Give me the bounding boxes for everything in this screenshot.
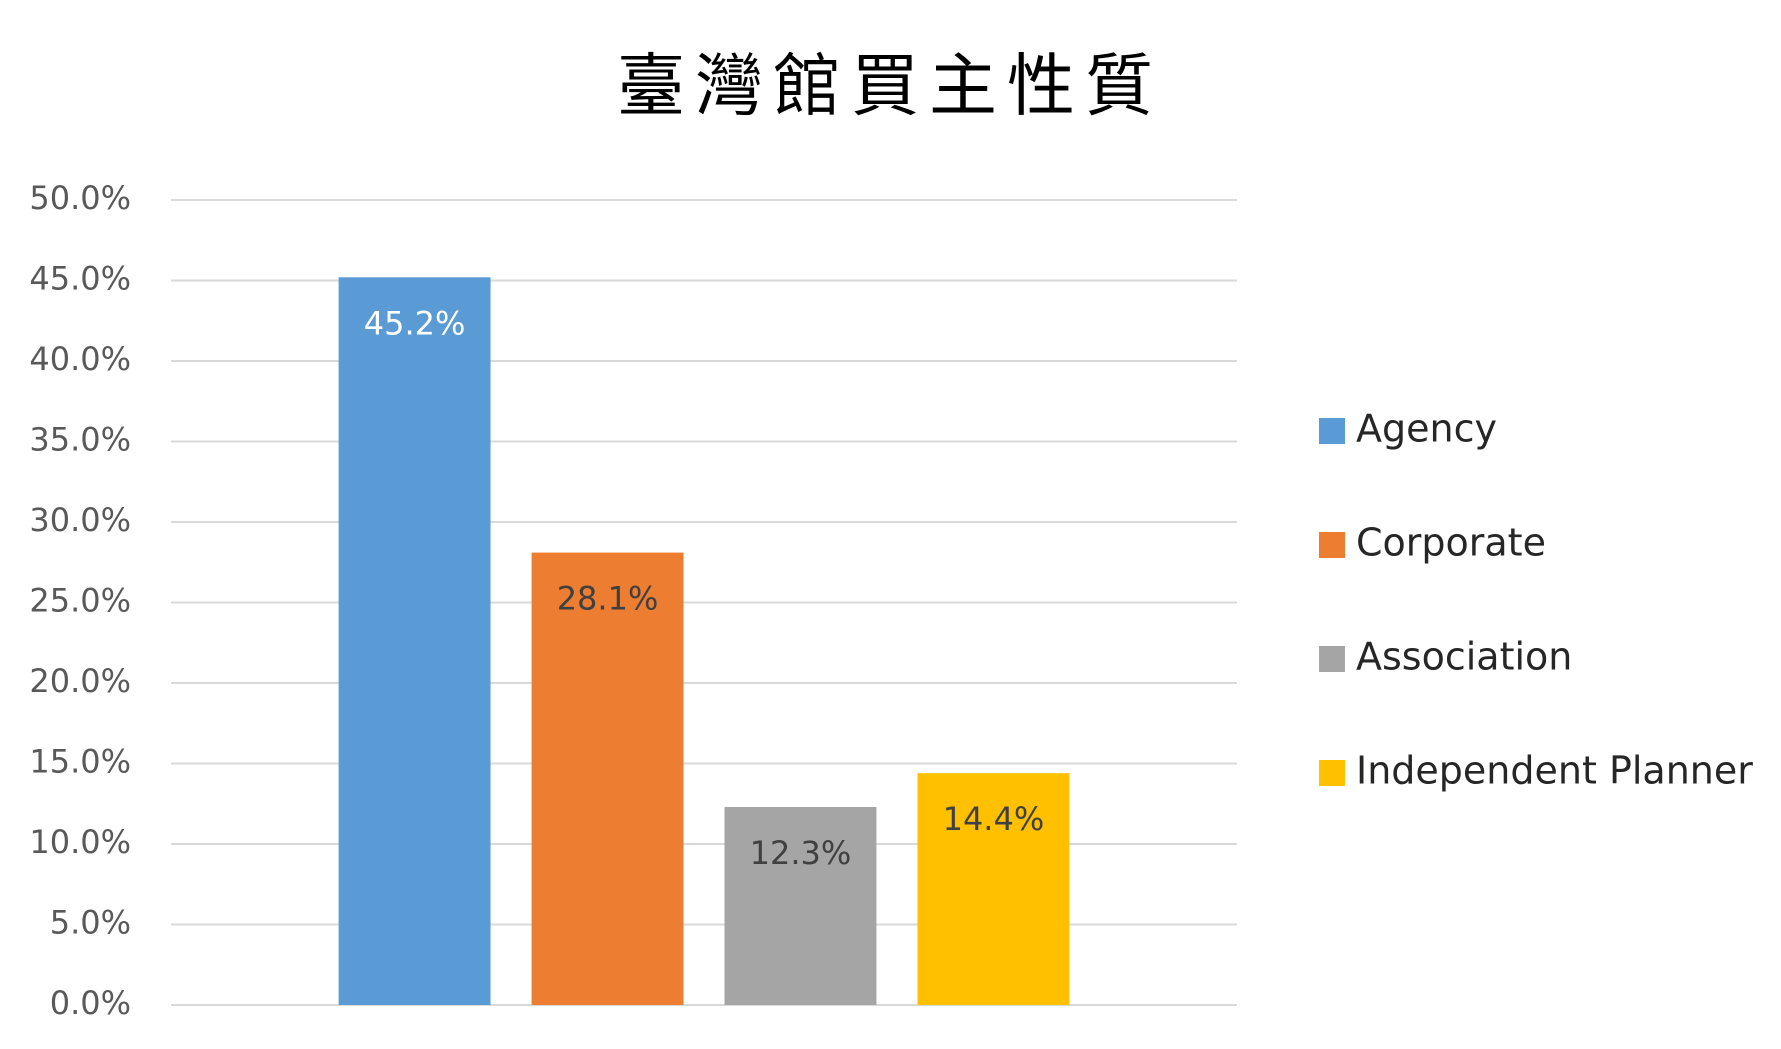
bar bbox=[338, 277, 491, 1005]
legend-label: Association bbox=[1356, 635, 1572, 679]
value-label: 12.3% bbox=[750, 834, 852, 872]
legend-swatch bbox=[1319, 418, 1345, 444]
y-tick-label: 35.0% bbox=[29, 421, 131, 459]
y-tick-label: 40.0% bbox=[29, 340, 131, 378]
y-tick-label: 5.0% bbox=[50, 904, 131, 942]
value-label: 45.2% bbox=[364, 304, 466, 342]
y-tick-label: 45.0% bbox=[29, 260, 131, 298]
value-label: 28.1% bbox=[557, 580, 659, 618]
legend-swatch bbox=[1319, 760, 1345, 786]
value-label: 14.4% bbox=[943, 800, 1045, 838]
y-tick-label: 15.0% bbox=[29, 743, 131, 781]
y-tick-label: 25.0% bbox=[29, 582, 131, 620]
y-tick-label: 20.0% bbox=[29, 662, 131, 700]
legend-label: Agency bbox=[1356, 407, 1497, 451]
y-tick-label: 10.0% bbox=[29, 823, 131, 861]
legend-swatch bbox=[1319, 646, 1345, 672]
bar bbox=[724, 806, 877, 1005]
legend-swatch bbox=[1319, 532, 1345, 558]
bar bbox=[531, 552, 684, 1005]
bar bbox=[917, 773, 1070, 1005]
legend-label: Independent Planner bbox=[1356, 749, 1753, 793]
y-tick-label: 30.0% bbox=[29, 501, 131, 539]
chart-title: 臺灣館買主性質 bbox=[617, 48, 1163, 127]
legend-label: Corporate bbox=[1356, 521, 1546, 565]
y-tick-label: 50.0% bbox=[29, 179, 131, 217]
y-tick-label: 0.0% bbox=[50, 984, 131, 1022]
